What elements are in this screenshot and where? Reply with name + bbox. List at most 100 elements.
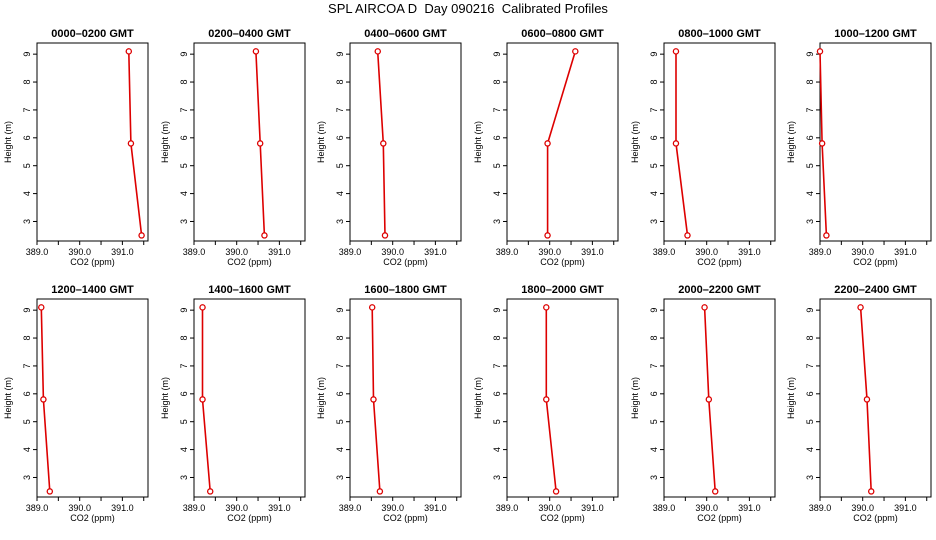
panel-title: 0200–0400 GMT: [208, 28, 291, 40]
profile-point: [572, 48, 579, 55]
plot-frame: [819, 298, 932, 498]
y-tick-label: 6: [179, 391, 189, 396]
x-tick-label: 389.0: [809, 503, 832, 513]
profile-point: [127, 140, 135, 147]
x-tick-label: 390.0: [538, 247, 561, 257]
x-tick-label: 390.0: [695, 503, 718, 513]
x-axis-label: CO2 (ppm): [70, 257, 115, 267]
plot-frame: [506, 298, 619, 498]
x-tick-label: 391.0: [581, 247, 604, 257]
x-tick-label: 389.0: [339, 503, 362, 513]
y-tick-label: 4: [492, 191, 502, 196]
y-tick-label: 4: [335, 447, 345, 452]
y-tick-label: 9: [492, 52, 502, 57]
profile-point: [705, 396, 713, 403]
profile-point: [138, 232, 145, 239]
profile-point: [199, 396, 206, 403]
y-tick-label: 4: [179, 191, 189, 196]
profile-panel-8: 1400–1600 GMT 389.0 390.0 391.0 3 4 5 6 7 8 9 CO2 (…: [160, 284, 306, 523]
profile-point: [857, 304, 864, 311]
profile-point: [46, 488, 54, 495]
plot-frame: [193, 298, 306, 498]
y-tick-label: 6: [335, 135, 345, 140]
y-tick-label: 6: [335, 391, 345, 396]
y-tick-label: 5: [22, 163, 32, 168]
y-tick-label: 8: [649, 80, 659, 85]
profile-point: [376, 488, 384, 495]
x-axis-label: CO2 (ppm): [227, 513, 272, 523]
y-tick-label: 3: [22, 475, 32, 480]
plot-frame: [663, 42, 776, 242]
y-tick-label: 9: [805, 52, 815, 57]
y-tick-label: 6: [22, 391, 32, 396]
y-axis-label: Height (m): [630, 121, 640, 163]
profile-panel-12: 2200–2400 GMT 389.0 390.0 391.0 3 4 5 6 7 8 9 CO2 (…: [786, 284, 932, 523]
y-tick-label: 3: [805, 219, 815, 224]
x-tick-label: 389.0: [183, 247, 206, 257]
y-tick-label: 7: [649, 107, 659, 112]
plot-frame: [36, 298, 149, 498]
profile-point: [544, 232, 551, 239]
profile-panel-2: 0200–0400 GMT 389.0 390.0 391.0 3 4 5 6 7 8 9 CO2 (…: [160, 28, 306, 267]
panel-title: 1200–1400 GMT: [51, 284, 134, 296]
y-tick-label: 9: [22, 308, 32, 313]
y-tick-label: 4: [805, 447, 815, 452]
profile-panel-9: 1600–1800 GMT 389.0 390.0 391.0 3 4 5 6 7 8 9 CO2 (…: [316, 284, 462, 523]
profile-point: [543, 304, 550, 311]
x-tick-label: 390.0: [695, 247, 718, 257]
profile-point: [125, 48, 133, 55]
profile-panel-1: 0000–0200 GMT 389.0 390.0 391.0 3 4 5 6 7 8 9 CO2 (…: [3, 28, 149, 267]
x-tick-label: 389.0: [183, 503, 206, 513]
x-tick-label: 390.0: [851, 247, 874, 257]
y-axis-label: Height (m): [3, 121, 13, 163]
profile-panel-10: 1800–2000 GMT 389.0 390.0 391.0 3 4 5 6 7 8 9 CO2 (…: [473, 284, 619, 523]
profile-point: [381, 232, 389, 239]
y-tick-label: 7: [335, 363, 345, 368]
y-tick-label: 8: [179, 80, 189, 85]
x-axis-label: CO2 (ppm): [383, 513, 428, 523]
profile-line: [546, 51, 577, 236]
y-tick-label: 3: [492, 475, 502, 480]
y-tick-label: 6: [492, 391, 502, 396]
x-tick-label: 390.0: [225, 247, 248, 257]
y-axis-label: Height (m): [3, 377, 13, 419]
plot-frame: [663, 298, 776, 498]
profile-point: [672, 140, 680, 147]
panel-title: 1600–1800 GMT: [364, 284, 447, 296]
y-tick-label: 9: [492, 308, 502, 313]
x-tick-label: 390.0: [381, 247, 404, 257]
profile-point: [867, 488, 875, 495]
profile-panel-4: 0600–0800 GMT 389.0 390.0 391.0 3 4 5 6 7 8 9 CO2 (…: [473, 28, 619, 267]
y-tick-label: 3: [805, 475, 815, 480]
y-axis-label: Height (m): [473, 121, 483, 163]
y-tick-label: 5: [179, 163, 189, 168]
y-tick-label: 8: [492, 80, 502, 85]
x-tick-label: 391.0: [894, 503, 917, 513]
profile-point: [38, 304, 45, 311]
profile-point: [261, 232, 268, 239]
x-tick-label: 391.0: [424, 247, 447, 257]
y-tick-label: 4: [335, 191, 345, 196]
y-tick-label: 9: [179, 52, 189, 57]
y-tick-label: 8: [179, 336, 189, 341]
panel-title: 0400–0600 GMT: [364, 28, 447, 40]
y-tick-label: 7: [805, 363, 815, 368]
x-tick-label: 390.0: [851, 503, 874, 513]
y-tick-label: 3: [22, 219, 32, 224]
y-axis-label: Height (m): [630, 377, 640, 419]
y-tick-label: 4: [649, 191, 659, 196]
y-tick-label: 3: [335, 219, 345, 224]
panel-title: 0000–0200 GMT: [51, 28, 134, 40]
x-axis-label: CO2 (ppm): [540, 257, 585, 267]
profile-panel-5: 0800–1000 GMT 389.0 390.0 391.0 3 4 5 6 7 8 9 CO2 (…: [630, 28, 776, 267]
y-tick-label: 4: [805, 191, 815, 196]
profile-point: [374, 48, 381, 55]
profile-point: [256, 140, 264, 147]
y-tick-label: 6: [805, 135, 815, 140]
x-axis-label: CO2 (ppm): [853, 257, 898, 267]
profile-point: [684, 232, 691, 239]
profile-point: [711, 488, 719, 495]
x-axis-label: CO2 (ppm): [70, 513, 115, 523]
y-tick-label: 5: [335, 419, 345, 424]
profile-point: [206, 488, 214, 495]
